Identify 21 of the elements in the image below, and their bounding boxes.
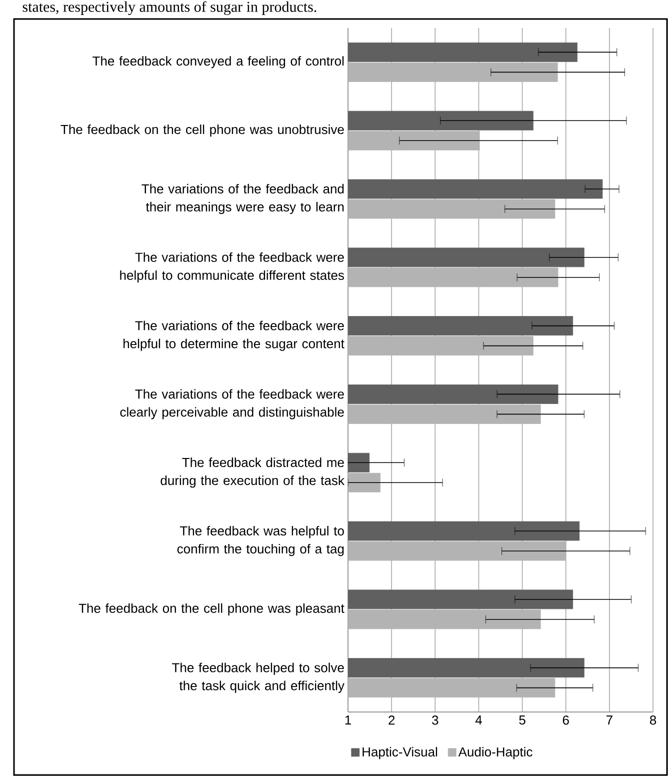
legend-label: Audio-Haptic: [458, 746, 532, 760]
x-tick-label: 5: [519, 716, 526, 725]
y-tick-label: The feedback was helpful to confirm the touching of a tag: [177, 526, 344, 556]
x-tick-label: 4: [475, 716, 482, 724]
x-tick-label: 1: [345, 716, 351, 724]
y-tick-label: The feedback helped to solve the task quick and efficiently: [172, 662, 344, 693]
y-tick-label: The feedback on the cell phone was unobtrusive: [60, 124, 344, 137]
y-tick-label: The variations of the feedback were clearly perceivable and distinguishable: [120, 389, 344, 420]
y-tick-label: The variations of the feedback were helpful to determine the sugar content: [124, 320, 344, 351]
x-tick-label: 6: [562, 716, 569, 725]
y-tick-label: The feedback distracted me during the execution of the task: [160, 458, 344, 488]
text: states, respectively amounts of sugar in products.: [22, 1, 316, 15]
y-tick-label: The feedback conveyed a feeling of control: [92, 56, 344, 68]
y-tick-label: The feedback on the cell phone was pleasant: [78, 603, 344, 616]
y-tick-label: The variations of the feedback and their meanings were easy to learn: [142, 184, 344, 214]
x-tick-label: 2: [388, 716, 395, 725]
x-tick-label: 3: [432, 716, 438, 725]
x-tick-label: 7: [606, 716, 612, 724]
legend-label: Haptic-Visual: [362, 746, 438, 760]
x-tick-label: 8: [650, 716, 656, 725]
y-tick-label: The variations of the feedback were helpful to communicate different states: [120, 252, 344, 282]
